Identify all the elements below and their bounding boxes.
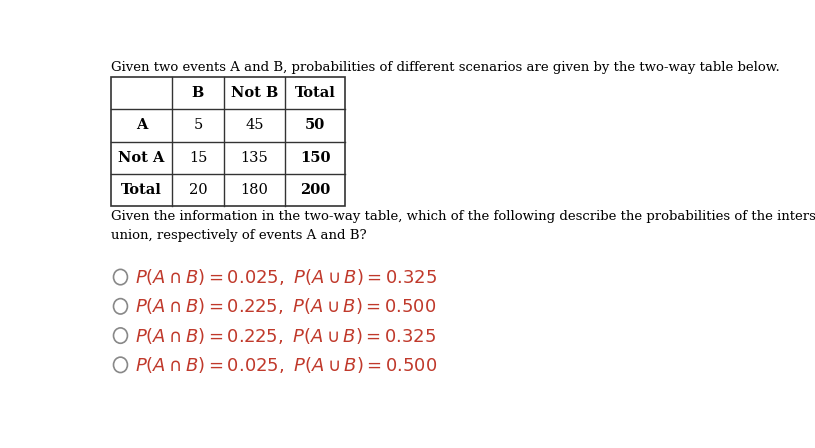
Text: 200: 200: [300, 183, 330, 197]
Text: 135: 135: [240, 151, 268, 165]
Text: $P(A\cap B)=0.025,\ P(A\cup B)=0.500$: $P(A\cap B)=0.025,\ P(A\cup B)=0.500$: [135, 355, 438, 375]
Text: 20: 20: [188, 183, 207, 197]
Text: $P(A\cap B)=0.225,\ P(A\cup B)=0.500$: $P(A\cap B)=0.225,\ P(A\cup B)=0.500$: [135, 296, 437, 316]
Text: $P(A\cap B)=0.225,\ P(A\cup B)=0.325$: $P(A\cap B)=0.225,\ P(A\cup B)=0.325$: [135, 326, 437, 345]
Text: 180: 180: [240, 183, 268, 197]
Text: 45: 45: [245, 118, 264, 132]
Text: Given two events A and B, probabilities of different scenarios are given by the : Given two events A and B, probabilities …: [111, 61, 780, 74]
Text: $P(A\cap B)=0.025,\ P(A\cup B)=0.325$: $P(A\cap B)=0.025,\ P(A\cup B)=0.325$: [135, 267, 438, 287]
Text: 150: 150: [300, 151, 330, 165]
Text: A: A: [136, 118, 147, 132]
Text: Total: Total: [294, 86, 336, 100]
Text: Total: Total: [121, 183, 162, 197]
Text: Given the information in the two-way table, which of the following describe the : Given the information in the two-way tab…: [111, 210, 815, 242]
Bar: [111, 77, 346, 206]
Ellipse shape: [113, 328, 127, 343]
Ellipse shape: [113, 299, 127, 314]
Text: 50: 50: [305, 118, 325, 132]
Text: 15: 15: [189, 151, 207, 165]
Text: Not A: Not A: [118, 151, 165, 165]
Text: 5: 5: [193, 118, 203, 132]
Ellipse shape: [113, 357, 127, 373]
Ellipse shape: [113, 269, 127, 285]
Text: Not B: Not B: [231, 86, 278, 100]
Text: B: B: [192, 86, 204, 100]
